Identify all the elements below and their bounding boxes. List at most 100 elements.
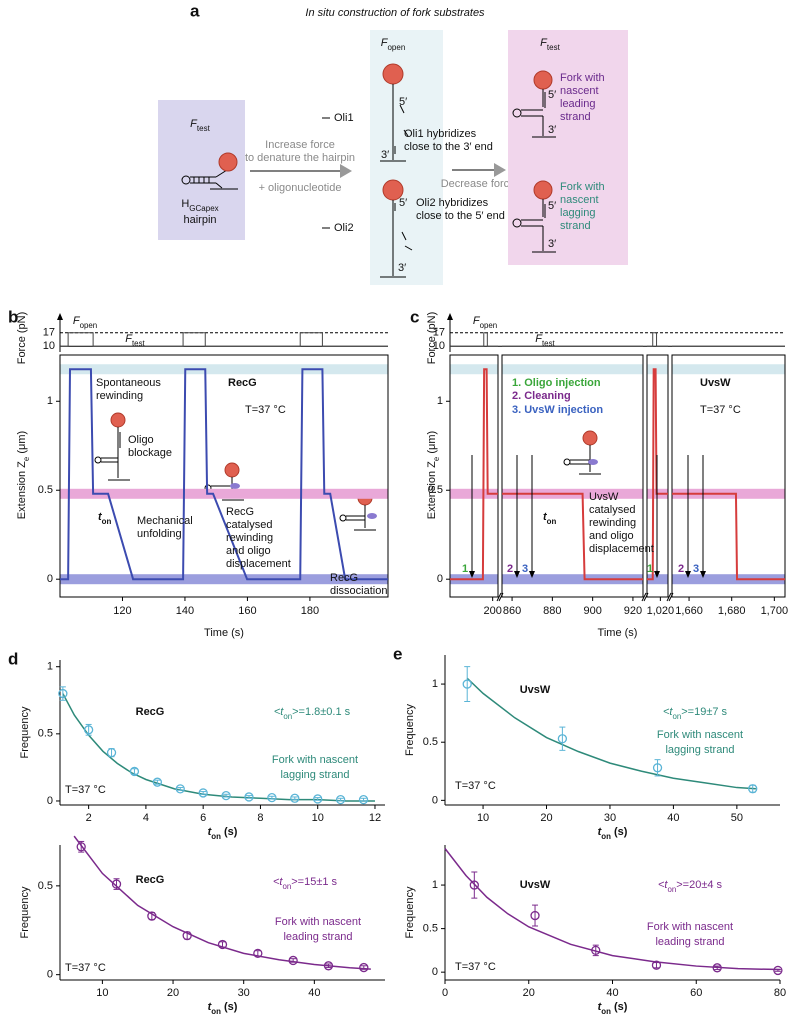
x-tick-label: 1,660 bbox=[675, 605, 703, 617]
x-tick-label: 4 bbox=[143, 812, 149, 824]
force-main: F bbox=[190, 118, 198, 130]
event-arrow-head bbox=[685, 571, 691, 578]
mean-time-sub: on bbox=[667, 885, 676, 894]
x-tick-label: 80 bbox=[774, 987, 786, 999]
axis-title: ton (s) bbox=[208, 1001, 238, 1016]
annotation: ton bbox=[543, 511, 557, 526]
axis-title-pre: Extension Z bbox=[16, 461, 28, 519]
strand-end: 5′ bbox=[548, 200, 556, 212]
mean-time: <ton>=20±4 s bbox=[658, 879, 723, 894]
y-tick-label: 0 bbox=[47, 573, 53, 585]
level-band bbox=[502, 364, 643, 375]
axis-title: ton (s) bbox=[598, 1001, 628, 1016]
annotation: blockage bbox=[128, 447, 172, 459]
axis-title-post: (s) bbox=[611, 826, 628, 838]
fork-note: lagging bbox=[560, 207, 595, 219]
x-tick-label: 1,020 bbox=[647, 605, 675, 617]
data-point bbox=[712, 963, 722, 973]
x-tick-label: 860 bbox=[503, 605, 521, 617]
level-band bbox=[502, 574, 643, 585]
data-point bbox=[253, 948, 263, 959]
force-tick-label: 17 bbox=[433, 327, 445, 339]
x-tick-label: 30 bbox=[238, 987, 250, 999]
mean-time-sub: on bbox=[672, 712, 681, 721]
axis-title-sub: on bbox=[601, 1007, 611, 1016]
data-point bbox=[198, 788, 208, 798]
data-point bbox=[129, 766, 140, 777]
panel-label: c bbox=[410, 307, 419, 326]
annotation: and oligo bbox=[226, 545, 271, 557]
strand-end: 5′ bbox=[399, 96, 407, 108]
mean-time: <ton>=19±7 s bbox=[663, 706, 728, 721]
axis-title: Force (pN) bbox=[16, 312, 28, 365]
arrow-note: Increase force bbox=[265, 139, 335, 151]
fork-note: leading strand bbox=[283, 931, 352, 943]
mean-time: <ton>=15±1 s bbox=[273, 876, 338, 891]
annotation-sub: on bbox=[102, 517, 112, 526]
level-band bbox=[60, 488, 388, 499]
enzyme-name: UvsW bbox=[520, 879, 551, 891]
enzyme-name: RecG bbox=[136, 874, 165, 886]
data-point bbox=[335, 794, 346, 805]
data-point bbox=[58, 688, 68, 699]
axis-arrow bbox=[447, 313, 453, 320]
x-tick-label: 40 bbox=[606, 987, 618, 999]
fork-note: Fork with bbox=[560, 181, 605, 193]
enzyme-name: UvsW bbox=[520, 684, 551, 696]
data-point bbox=[462, 679, 472, 689]
axis-title-sub: e bbox=[22, 456, 31, 461]
fork-note: Fork with nascent bbox=[275, 916, 361, 928]
x-tick-label: 880 bbox=[543, 605, 561, 617]
diagram-title: In situ construction of fork substrates bbox=[305, 7, 485, 19]
x-tick-label: 30 bbox=[604, 812, 616, 824]
force-trace bbox=[647, 332, 668, 347]
axis-title: Frequency bbox=[404, 704, 416, 756]
mean-time-post: >=19±7 s bbox=[681, 706, 727, 718]
fork-note: lagging strand bbox=[280, 769, 349, 781]
force-trace bbox=[450, 332, 498, 347]
mean-time-pre: <t bbox=[273, 876, 283, 888]
axis-title-pre: t bbox=[208, 826, 213, 838]
annotation: Fopen bbox=[73, 315, 97, 330]
hairpin-name: HGCapex bbox=[181, 198, 218, 213]
data-point bbox=[652, 763, 663, 773]
annotation: 2. Cleaning bbox=[512, 390, 571, 402]
fork-molecules bbox=[512, 70, 556, 253]
data-point bbox=[651, 960, 662, 970]
extension-trace bbox=[450, 368, 498, 581]
x-tick-label: 120 bbox=[113, 605, 131, 617]
annotation: Oligo bbox=[128, 434, 154, 446]
annotation: ton bbox=[98, 511, 112, 526]
plot-frame bbox=[671, 354, 786, 598]
x-tick-label: 12 bbox=[369, 812, 381, 824]
annotation-pre: F bbox=[473, 315, 481, 327]
data-point bbox=[217, 939, 228, 950]
force-label: Ftest bbox=[190, 118, 210, 133]
x-tick-label: 10 bbox=[96, 987, 108, 999]
y-tick-label: 1 bbox=[47, 395, 53, 407]
fork-note: strand bbox=[560, 111, 591, 123]
data-point bbox=[182, 930, 192, 941]
x-tick-label: 40 bbox=[308, 987, 320, 999]
y-tick-label: 0 bbox=[47, 969, 53, 981]
annotation-sub: test bbox=[132, 339, 146, 348]
annotation-pre: F bbox=[535, 333, 543, 345]
data-point bbox=[748, 784, 758, 794]
data-point bbox=[591, 945, 601, 956]
level-band bbox=[672, 364, 785, 375]
axis-title-pre: t bbox=[208, 1001, 213, 1013]
x-tick-label: 20 bbox=[167, 987, 179, 999]
data-point bbox=[773, 965, 783, 976]
open-molecules bbox=[380, 63, 413, 278]
fit-curve bbox=[62, 693, 375, 802]
annotation: Ftest bbox=[125, 333, 145, 348]
annotation: UvsW bbox=[700, 377, 731, 389]
event-label: 2 bbox=[678, 563, 684, 575]
data-point bbox=[221, 790, 231, 801]
event-label: 3 bbox=[693, 563, 699, 575]
level-band bbox=[60, 364, 388, 375]
temperature: T=37 °C bbox=[455, 961, 496, 973]
extension-trace bbox=[60, 368, 388, 581]
mean-time-post: >=20±4 s bbox=[676, 879, 722, 891]
event-label: 1 bbox=[647, 563, 653, 575]
